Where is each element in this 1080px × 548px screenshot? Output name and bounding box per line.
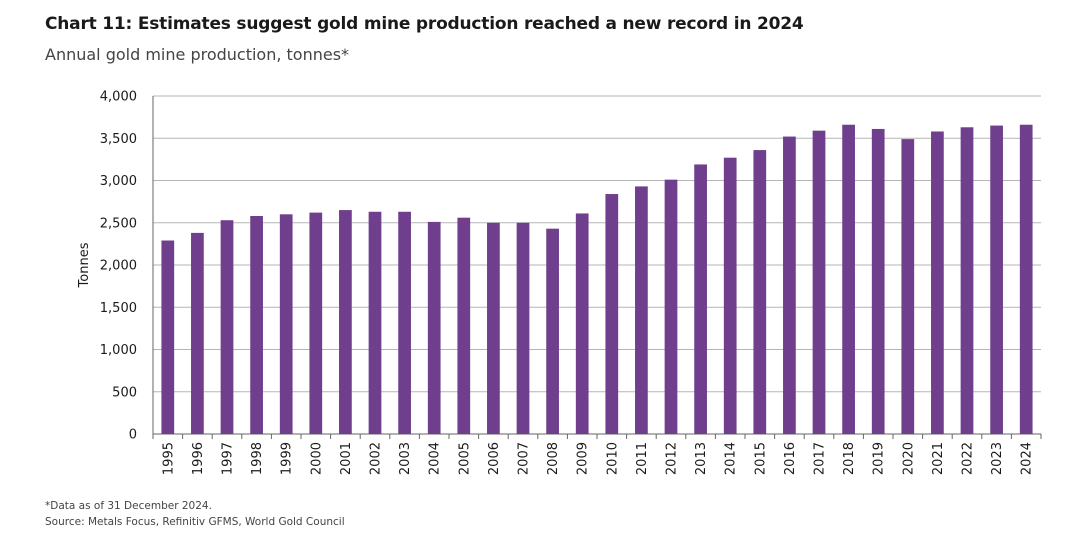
bar xyxy=(191,232,204,434)
x-tick-label: 2006 xyxy=(487,442,502,475)
bar xyxy=(812,130,826,434)
chart-subtitle: Annual gold mine production, tonnes* xyxy=(45,45,350,64)
bar xyxy=(309,212,323,434)
x-axis: 1995 1996 1997 1998 1999 2000 2001 2002 2003 2004… xyxy=(152,434,1042,475)
x-tick-label: 2004 xyxy=(428,442,443,475)
bar xyxy=(516,222,530,434)
bar-chart: 05001,0001,5002,0002,5003,0003,5004,000 … xyxy=(77,90,1042,475)
x-tick-label: 2024 xyxy=(1020,442,1035,475)
x-tick-label: 1999 xyxy=(280,442,295,475)
bar xyxy=(960,127,974,434)
x-tick-label: 2018 xyxy=(842,442,857,475)
bar xyxy=(635,186,648,434)
source-note: Source: Metals Focus, Refinitiv GFMS, Wo… xyxy=(45,516,345,528)
x-tick-label: 2014 xyxy=(724,442,739,475)
y-axis-label: Tonnes xyxy=(77,242,92,288)
bars xyxy=(161,124,1033,435)
bar xyxy=(842,124,855,434)
x-tick-label: 2008 xyxy=(546,442,561,475)
x-tick-label: 2021 xyxy=(931,442,946,475)
bar xyxy=(664,179,678,434)
bar xyxy=(546,228,559,434)
bar xyxy=(398,211,411,434)
x-tick-label: 2005 xyxy=(457,442,472,475)
bar xyxy=(783,136,796,434)
x-tick-label: 2017 xyxy=(813,442,828,475)
bar xyxy=(753,150,767,434)
x-tick-label: 2013 xyxy=(694,442,709,475)
y-tick-label: 1,500 xyxy=(100,301,137,316)
x-tick-label: 1997 xyxy=(221,442,236,475)
bar xyxy=(161,240,175,434)
bar xyxy=(575,213,589,434)
x-tick-label: 2019 xyxy=(872,442,887,475)
bar xyxy=(931,131,944,435)
x-tick-label: 2023 xyxy=(990,442,1005,475)
bar xyxy=(339,210,352,434)
bar xyxy=(1019,124,1033,434)
y-tick-label: 2,000 xyxy=(100,259,137,274)
x-tick-label: 2009 xyxy=(576,442,591,475)
bar xyxy=(723,157,737,434)
data-note: *Data as of 31 December 2024. xyxy=(45,500,212,512)
y-tick-label: 500 xyxy=(112,385,137,400)
bar xyxy=(605,194,619,434)
bar xyxy=(427,221,441,434)
x-tick-label: 2022 xyxy=(961,442,976,475)
bar xyxy=(368,211,382,434)
bar xyxy=(694,164,707,434)
y-tick-label: 0 xyxy=(129,428,137,443)
x-tick-label: 2015 xyxy=(753,442,768,475)
x-tick-label: 2003 xyxy=(398,442,413,475)
x-tick-label: 2016 xyxy=(783,442,798,475)
x-tick-label: 2002 xyxy=(369,442,384,475)
y-tick-label: 2,500 xyxy=(100,216,137,231)
y-tick-label: 4,000 xyxy=(100,90,137,105)
bar xyxy=(990,125,1003,434)
x-tick-label: 2001 xyxy=(339,442,354,475)
bar xyxy=(457,217,471,434)
bar xyxy=(250,215,263,434)
bar xyxy=(871,128,885,434)
y-axis: 0 500 1,000 1,500 2,000 2,500 3,000 3,500 4,000 xyxy=(100,90,154,443)
bar xyxy=(901,139,915,434)
bar xyxy=(279,214,293,434)
y-tick-label: 3,000 xyxy=(100,174,137,189)
chart-title: Chart 11: Estimates suggest gold mine pr… xyxy=(45,14,804,34)
x-tick-label: 2000 xyxy=(309,442,324,475)
bar xyxy=(220,220,234,434)
y-tick-label: 3,500 xyxy=(100,132,137,147)
x-tick-label: 2012 xyxy=(665,442,680,475)
x-tick-label: 2007 xyxy=(517,442,532,475)
bar xyxy=(487,222,500,434)
x-tick-label: 1998 xyxy=(250,442,265,475)
x-tick-label: 1996 xyxy=(191,442,206,475)
y-tick-label: 1,000 xyxy=(100,343,137,358)
x-tick-label: 1995 xyxy=(161,442,176,475)
x-tick-label: 2011 xyxy=(635,442,650,475)
x-tick-label: 2020 xyxy=(901,442,916,475)
x-tick-label: 2010 xyxy=(605,442,620,475)
